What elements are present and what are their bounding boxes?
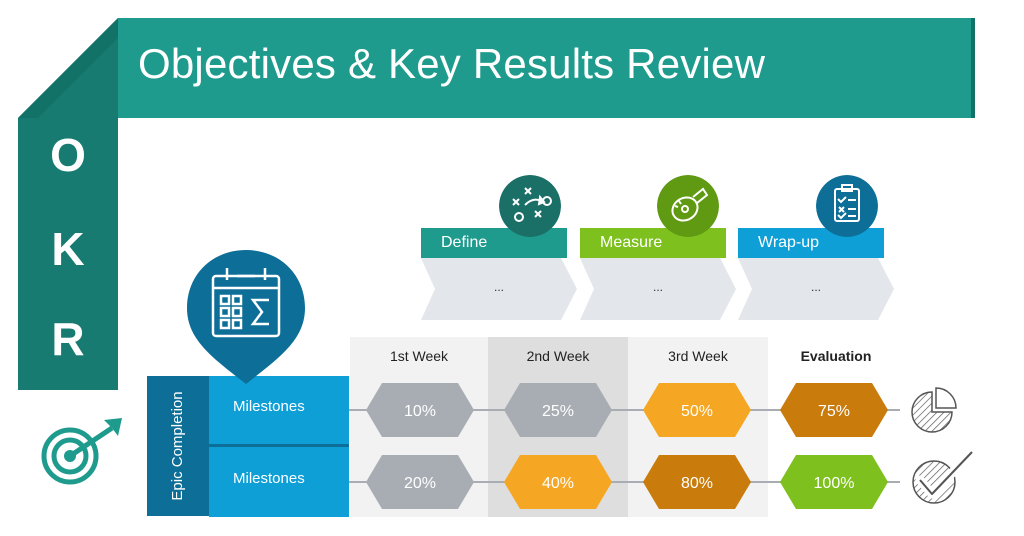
step-measure-text: ... [652,280,663,294]
step-measure-label: Measure [580,228,726,258]
pie-chart-icon [911,387,957,433]
row-2-label: Milestones [233,470,305,487]
check-mark-icon [912,447,977,504]
step-measure-body [580,258,736,320]
step-define-text: ... [493,280,504,294]
column-header-1: 1st Week [389,348,449,364]
row-divider [209,444,349,447]
calendar-pin-icon [187,250,305,384]
title-banner [118,18,971,118]
step-define: Define ... [421,228,577,320]
okr-letter-k: K [51,223,85,275]
value-row2-evaluation: 100% [814,475,855,492]
value-row1-evaluation: 75% [818,403,850,420]
epic-completion-label-wrap: Epic Completion [147,376,209,516]
row-1-label-bg: Milestones [209,376,349,446]
row-1-label: Milestones [233,398,305,415]
hex-row2-evaluation [780,455,888,509]
hex-row1-evaluation [780,383,888,437]
step-measure: Measure ... [580,228,736,320]
column-header-evaluation: Evaluation [800,348,872,364]
column-bg-3 [628,337,768,517]
step-wrapup: Wrap-up ... [738,228,894,320]
row-2-label-bg: Milestones [209,447,349,517]
column-bg-2 [488,337,628,517]
okr-letter-r: R [51,313,85,365]
step-wrapup-text: ... [810,280,821,294]
column-header-3: 3rd Week [668,348,728,364]
epic-completion-group [147,376,209,516]
okr-band [18,18,118,390]
step-wrapup-body [738,258,894,320]
strategy-play-icon [499,175,561,237]
epic-completion-label: Epic Completion [169,391,186,501]
page-title: Objectives & Key Results Review [138,40,766,87]
okr-letter-o: O [50,129,86,181]
title-banner-edge [971,18,975,118]
step-define-body [421,258,577,320]
target-arrow-icon [41,418,122,485]
checklist-clipboard-icon [816,175,878,237]
measuring-tape-icon [657,175,719,237]
column-bg-1 [350,337,488,517]
column-header-2: 2nd Week [526,348,590,364]
